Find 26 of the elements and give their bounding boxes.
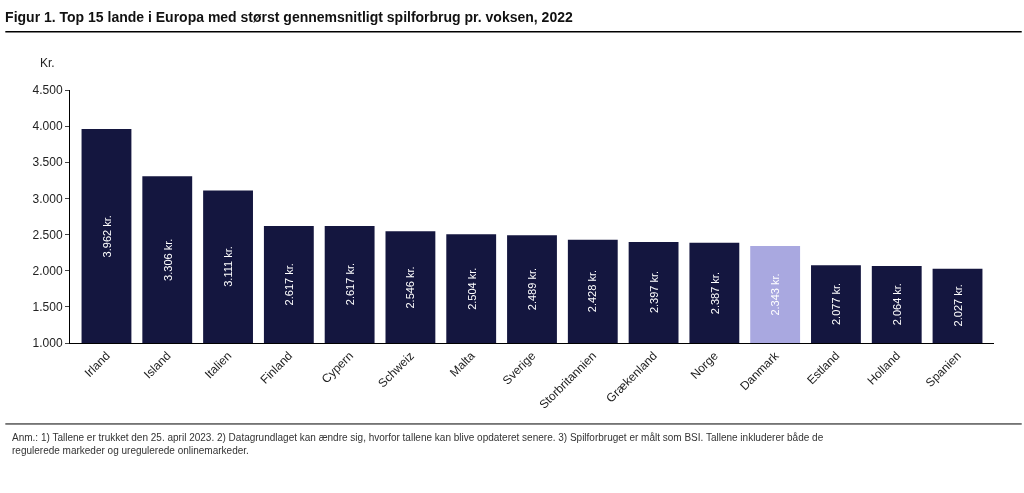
data-label: 2.077 kr. [829, 282, 842, 326]
y-tick-label: 4.500 [32, 83, 63, 98]
data-label: 2.504 kr. [465, 267, 478, 310]
y-tick-label: 1.000 [32, 336, 63, 351]
data-label: 3.962 kr. [100, 215, 113, 258]
y-tick-label: 3.000 [32, 191, 63, 206]
data-label: 2.546 kr. [404, 266, 417, 309]
data-label: 3.111 kr. [222, 246, 235, 287]
y-tick-label: 3.500 [32, 155, 63, 170]
y-axis-title: Kr. [40, 56, 55, 70]
data-label: 2.064 kr. [891, 283, 904, 326]
data-label: 2.617 kr. [344, 262, 357, 306]
y-tick-label: 2.000 [32, 263, 63, 278]
data-label: 2.027 kr. [951, 284, 964, 327]
y-tick-label: 4.000 [32, 119, 63, 134]
chart-title: Figur 1. Top 15 lande i Europa med størst gennemsnitligt spilforbrug pr. voksen, 2022 [5, 9, 573, 26]
data-label: 2.428 kr. [586, 269, 599, 313]
data-label: 2.489 kr. [525, 267, 538, 311]
y-tick-label: 1.500 [32, 300, 63, 315]
data-label: 3.306 kr. [161, 238, 174, 281]
data-label: 2.397 kr. [648, 270, 661, 314]
y-tick-label: 2.500 [32, 227, 63, 242]
data-label: 2.343 kr. [768, 273, 781, 316]
text: Anm.: 1) Tallene er trukket den 25. april 2023. 2) Datagrundlaget kan ændre sig, hvorfor tallene kan blive opdateret senere. 3) Spilforbruget er målt som BSI. Tallene inkluderer både de regulerede markeder og uregulerede onlinemarkeder. [12, 432, 824, 456]
data-label: 2.387 kr. [708, 272, 721, 315]
data-label: 2.617 kr. [283, 263, 296, 306]
